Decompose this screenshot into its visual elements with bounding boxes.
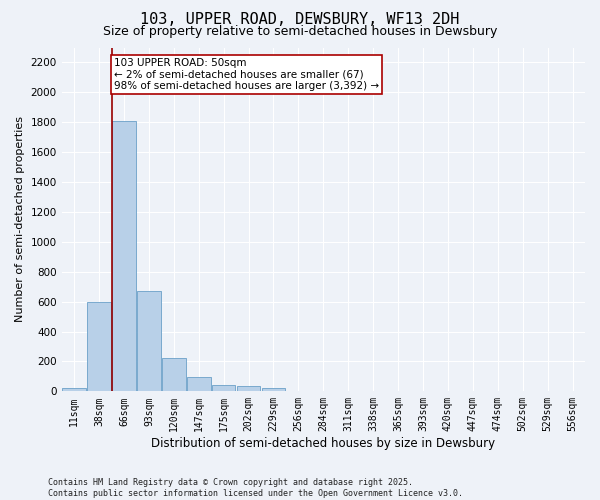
Bar <box>287 390 310 392</box>
Bar <box>237 386 260 392</box>
Bar <box>162 358 185 392</box>
Bar <box>212 384 235 392</box>
Bar <box>112 121 136 392</box>
Text: Size of property relative to semi-detached houses in Dewsbury: Size of property relative to semi-detach… <box>103 25 497 38</box>
X-axis label: Distribution of semi-detached houses by size in Dewsbury: Distribution of semi-detached houses by … <box>151 437 496 450</box>
Text: 103, UPPER ROAD, DEWSBURY, WF13 2DH: 103, UPPER ROAD, DEWSBURY, WF13 2DH <box>140 12 460 28</box>
Bar <box>87 302 111 392</box>
Bar <box>262 388 286 392</box>
Text: 103 UPPER ROAD: 50sqm
← 2% of semi-detached houses are smaller (67)
98% of semi-: 103 UPPER ROAD: 50sqm ← 2% of semi-detac… <box>114 58 379 91</box>
Bar <box>187 377 211 392</box>
Y-axis label: Number of semi-detached properties: Number of semi-detached properties <box>15 116 25 322</box>
Text: Contains HM Land Registry data © Crown copyright and database right 2025.
Contai: Contains HM Land Registry data © Crown c… <box>48 478 463 498</box>
Bar <box>62 388 86 392</box>
Bar <box>137 291 161 392</box>
